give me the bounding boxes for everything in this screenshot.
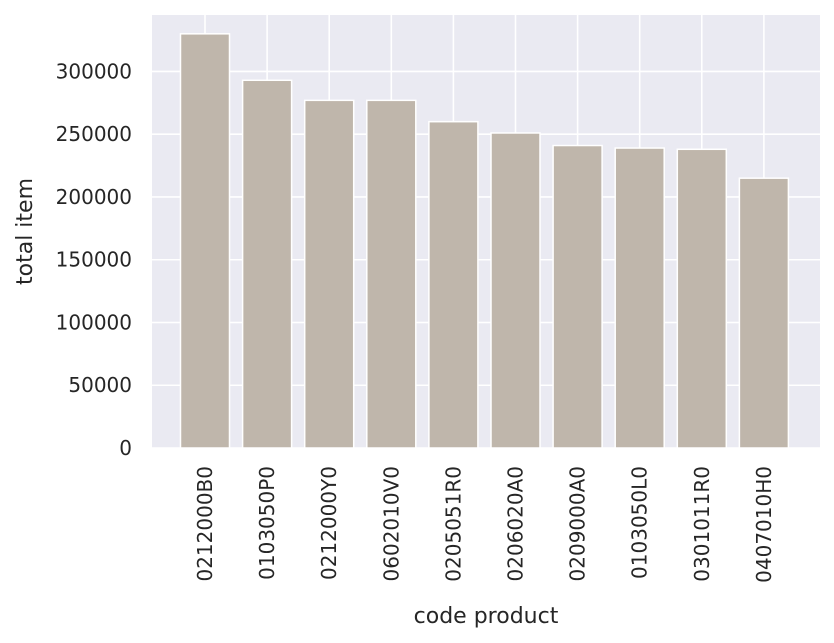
- y-tick-labels: 0 50000 100000 150000 200000 250000 300000: [56, 59, 132, 460]
- bar-0103050L0: [614, 147, 665, 449]
- x-tick-label: 0205051R0: [441, 466, 465, 582]
- x-tick-label: 0103050L0: [628, 466, 652, 579]
- x-tick-label: 0206020A0: [504, 466, 528, 581]
- x-tick-label: 0212000B0: [193, 466, 217, 582]
- y-tick-label: 0: [119, 436, 132, 460]
- y-tick-label: 300000: [56, 59, 132, 83]
- bar-0407010H0: [738, 177, 790, 449]
- x-tick-label: 0103050P0: [255, 466, 279, 580]
- bar-0301011R0: [676, 148, 728, 449]
- y-tick-label: 250000: [56, 122, 132, 146]
- x-tick-label: 0301011R0: [690, 466, 714, 582]
- y-tick-label: 150000: [56, 248, 132, 272]
- x-axis-label: code product: [414, 604, 559, 629]
- bar-0209000A0: [552, 144, 603, 449]
- bar-0206020A0: [490, 132, 541, 449]
- x-tick-label: 0602010V0: [379, 466, 403, 581]
- bar-0103050P0: [241, 79, 293, 449]
- bars: [179, 33, 790, 449]
- y-tick-label: 200000: [56, 185, 132, 209]
- x-tick-label: 0407010H0: [752, 466, 776, 583]
- y-axis-label: total item: [13, 178, 38, 285]
- x-tick-label: 0209000A0: [566, 466, 590, 581]
- bar-0212000B0: [179, 33, 231, 449]
- bar-0602010V0: [366, 99, 417, 449]
- x-tick-label: 0212000Y0: [317, 466, 341, 580]
- bar-0212000Y0: [303, 99, 355, 449]
- x-tick-labels: 0212000B0 0103050P0 0212000Y0 0602010V0 0205…: [193, 466, 776, 583]
- y-tick-label: 50000: [68, 373, 132, 397]
- bar-0205051R0: [428, 120, 479, 449]
- y-tick-label: 100000: [56, 310, 132, 334]
